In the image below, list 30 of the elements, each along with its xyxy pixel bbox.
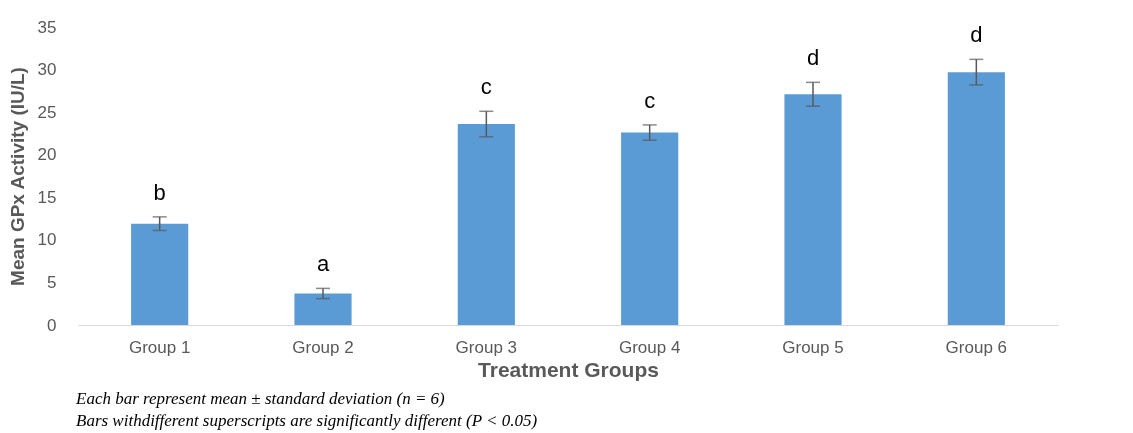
x-axis-title: Treatment Groups bbox=[478, 357, 659, 381]
y-tick-label: 35 bbox=[37, 17, 57, 37]
x-tick-label: Group 2 bbox=[292, 337, 354, 357]
x-tick-label: Group 1 bbox=[128, 337, 191, 357]
bar bbox=[294, 293, 352, 325]
y-tick-label: 0 bbox=[47, 315, 57, 335]
annotation: d bbox=[806, 45, 820, 71]
y-tick-label: 5 bbox=[47, 272, 57, 292]
bar bbox=[131, 223, 189, 325]
annotation: c bbox=[644, 87, 656, 113]
x-tick-label: Group 6 bbox=[945, 337, 1008, 357]
text: Bars withdifferent superscripts are significantly different (P < 0.05) bbox=[76, 411, 538, 430]
annotation: b bbox=[153, 179, 166, 205]
text: Each bar represent mean ± standard deviation (n = 6) bbox=[75, 389, 446, 408]
annotation: c bbox=[480, 74, 492, 100]
x-tick-label: Group 3 bbox=[455, 337, 518, 357]
y-tick-label: 10 bbox=[37, 230, 57, 250]
annotation: d bbox=[970, 22, 983, 48]
bar bbox=[621, 132, 679, 325]
y-tick-label: 20 bbox=[37, 145, 57, 165]
y-tick-label: 30 bbox=[37, 60, 57, 80]
y-tick-label: 15 bbox=[37, 187, 57, 207]
annotation: a bbox=[316, 251, 330, 277]
x-tick-label: Group 5 bbox=[782, 337, 844, 357]
bar bbox=[947, 72, 1005, 325]
bar bbox=[457, 124, 515, 325]
y-axis-title: Mean GPx Activity (IU/L) bbox=[6, 67, 28, 286]
x-tick-label: Group 4 bbox=[618, 337, 681, 357]
bar bbox=[784, 94, 842, 325]
y-tick-label: 25 bbox=[37, 102, 57, 122]
